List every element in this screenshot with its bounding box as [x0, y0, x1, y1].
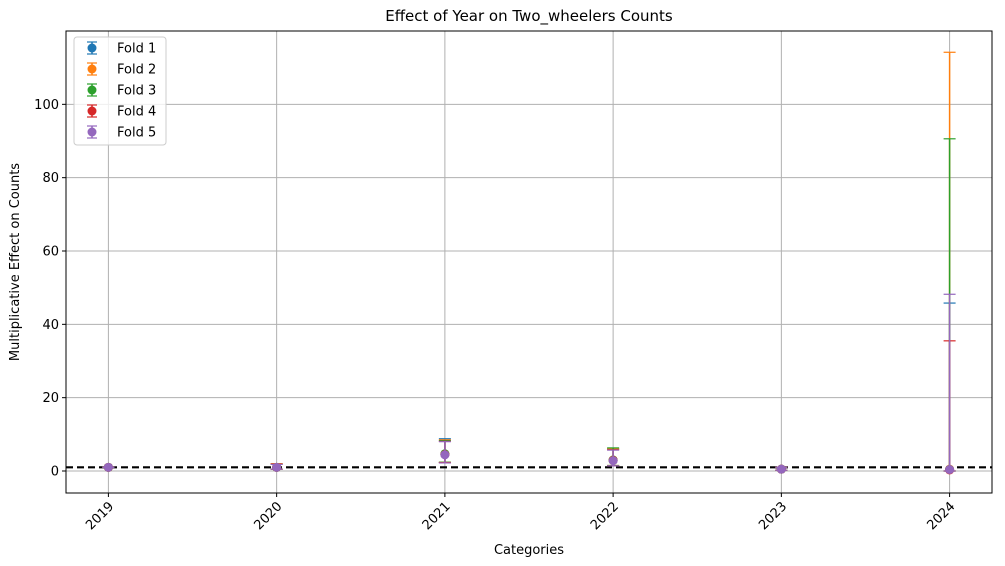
- data-point: [103, 462, 113, 472]
- plot-frame: [65, 30, 993, 494]
- legend-item: Fold 1: [87, 41, 156, 57]
- y-axis-ticks: 0 20 40 60 80 100: [34, 98, 66, 480]
- legend-marker: [87, 127, 97, 137]
- x-axis-title: Categories: [494, 543, 564, 558]
- data-point: [945, 465, 955, 475]
- legend-label: Fold 5: [117, 126, 156, 141]
- y-tick-label: 80: [42, 171, 59, 186]
- y-tick-label: 100: [34, 98, 59, 113]
- data-point: [608, 456, 618, 466]
- y-tick-label: 0: [51, 465, 59, 480]
- series-fold-5: [102, 293, 956, 475]
- legend-item: Fold 4: [87, 104, 156, 120]
- legend-item: Fold 3: [87, 83, 156, 99]
- y-tick-label: 60: [42, 245, 59, 260]
- legend-box: [73, 36, 167, 146]
- series-layer: [102, 51, 956, 475]
- y-tick-label: 20: [42, 391, 59, 406]
- legend-label: Fold 4: [117, 105, 156, 120]
- legend-marker: [87, 106, 97, 116]
- legend-label: Fold 1: [117, 42, 156, 57]
- chart-title: Effect of Year on Two_wheelers Counts: [385, 7, 673, 26]
- legend-marker: [87, 43, 97, 53]
- legend-item: Fold 2: [87, 62, 156, 78]
- data-point: [776, 464, 786, 474]
- legend-marker: [87, 64, 97, 74]
- grid: [66, 31, 992, 493]
- y-tick-label: 40: [42, 318, 59, 333]
- legend-label: Fold 3: [117, 84, 156, 99]
- y-axis-title: Multiplicative Effect on Counts: [8, 163, 23, 361]
- legend: Fold 1 Fold 2 Fold 3 Fold 4 Fold 5: [73, 36, 167, 146]
- legend-item: Fold 5: [87, 125, 156, 141]
- data-point: [272, 462, 282, 472]
- data-point: [440, 450, 450, 460]
- legend-marker: [87, 85, 97, 95]
- legend-label: Fold 2: [117, 63, 156, 78]
